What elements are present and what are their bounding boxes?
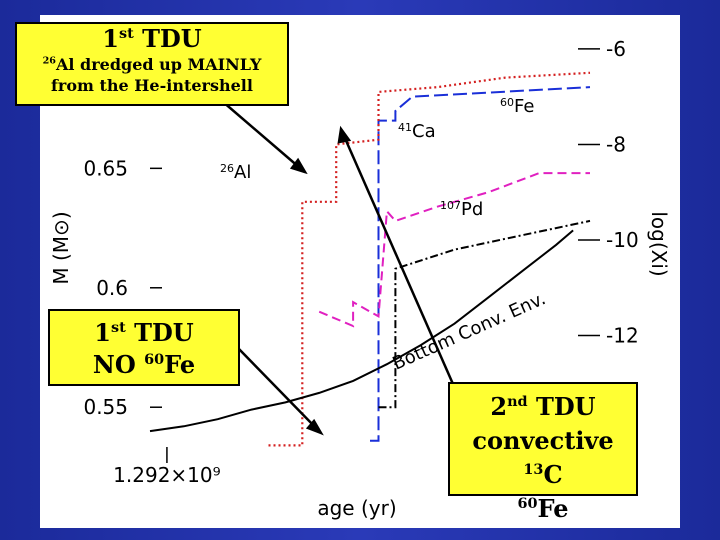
callout3-line2: convective 13C xyxy=(472,426,614,489)
callout1-line3: from the He-intershell xyxy=(51,76,253,95)
y-tick-label-right-1: -8 xyxy=(606,132,626,156)
label-fe60: 60Fe xyxy=(500,96,534,117)
x-axis-label: age (yr) xyxy=(317,496,396,520)
label-bottom-conv-env: Bottom Conv. Env. xyxy=(389,288,548,374)
y-axis-label-left: M (M⊙) xyxy=(49,211,73,284)
callout2-line2: NO 60Fe xyxy=(92,350,196,379)
callout-first-tdu-al26: 1st TDU 26Al dredged up MAINLY from the … xyxy=(15,22,289,106)
series-line-0 xyxy=(370,86,591,442)
y-tick-label-right-2: -10 xyxy=(606,228,639,252)
arrow-box1 xyxy=(214,94,301,169)
callout3-line1: 2nd TDU xyxy=(490,392,596,421)
label-pd107: 107Pd xyxy=(440,199,483,220)
callout1-line2: 26Al dredged up MAINLY xyxy=(42,55,262,74)
label-ca41: 41Ca xyxy=(398,121,436,142)
arrow-box3 xyxy=(342,135,462,401)
callout1-title: 1st TDU xyxy=(102,24,202,53)
y-tick-label-right-3: -12 xyxy=(606,324,639,348)
callout3-line3: 60Fe xyxy=(517,494,569,523)
callout-second-tdu: 2nd TDU convective 13C 60Fe xyxy=(448,382,638,523)
x-tick-label-0: 1.292×10⁹ xyxy=(113,463,220,487)
series-line-2 xyxy=(268,71,591,447)
y-tick-label-left-1: 0.6 xyxy=(96,276,128,300)
arrowhead-box3 xyxy=(337,125,352,144)
label-al26: 26Al xyxy=(220,162,251,183)
arrowhead-box1 xyxy=(289,157,308,175)
callout-first-tdu-no-fe60: 1st TDU NO 60Fe xyxy=(48,309,240,386)
arrows-layer xyxy=(214,94,462,436)
arrowhead-box2 xyxy=(305,418,324,436)
y-tick-label-left-2: 0.65 xyxy=(83,156,128,180)
series-layer xyxy=(149,71,591,447)
arrow-box2 xyxy=(237,347,317,429)
y-tick-label-left-0: 0.55 xyxy=(83,395,128,419)
callout2-line1: 1st TDU xyxy=(94,318,194,347)
y-axis-label-right: log(Xi) xyxy=(647,211,671,276)
y-tick-label-right-0: -6 xyxy=(606,37,626,61)
series-line-1 xyxy=(318,172,590,328)
series-line-4 xyxy=(149,229,574,433)
